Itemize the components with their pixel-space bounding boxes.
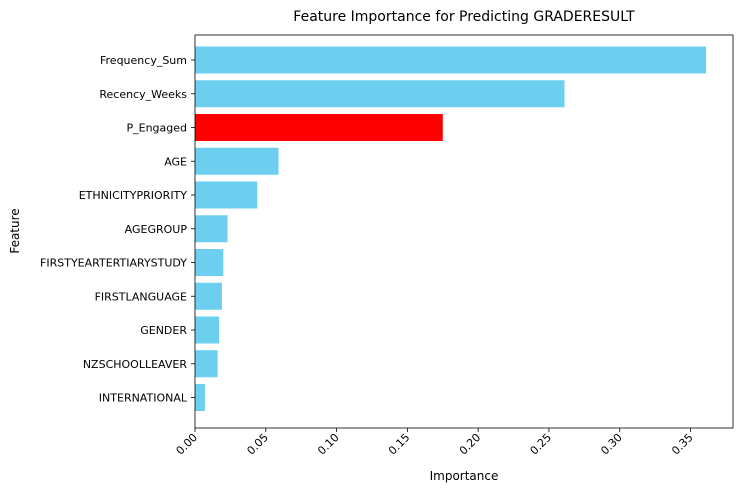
x-tick-label: 0.35	[669, 431, 696, 458]
chart-title: Feature Importance for Predicting GRADER…	[293, 9, 635, 25]
y-tick-label: Frequency_Sum	[100, 54, 187, 67]
bars-group	[195, 46, 707, 411]
y-tick-label: GENDER	[140, 324, 187, 337]
x-tick-label: 0.15	[386, 431, 413, 458]
bar-agegroup	[195, 215, 228, 243]
x-tick-label: 0.00	[174, 431, 201, 458]
bar-firstyeartertiarystudy	[195, 249, 224, 276]
bar-firstlanguage	[195, 282, 222, 310]
bar-gender	[195, 316, 220, 344]
x-tick-label: 0.05	[244, 431, 271, 458]
y-tick-label: NZSCHOOLLEAVER	[83, 358, 188, 371]
y-tick-label: FIRSTLANGUAGE	[95, 290, 187, 303]
bar-age	[195, 147, 279, 175]
x-tick-label: 0.20	[457, 431, 484, 458]
y-axis-ticks: Frequency_Sum Recency_Weeks P_Engaged AGE ET…	[40, 54, 195, 405]
bar-nzschoolleaver	[195, 350, 218, 378]
bar-ethnicitypriority	[195, 181, 258, 209]
y-tick-label: INTERNATIONAL	[99, 392, 188, 405]
y-tick-label: FIRSTYEARTERTIARYSTUDY	[40, 257, 187, 270]
x-axis-ticks: 0.00 0.05 0.10 0.15 0.20 0.25 0.30 0.35	[174, 428, 696, 457]
y-tick-label: ETHNICITYPRIORITY	[79, 189, 188, 202]
y-tick-label: AGE	[164, 155, 187, 168]
y-tick-label: AGEGROUP	[125, 223, 188, 236]
plot-frame	[194, 34, 734, 429]
bar-p-engaged	[195, 114, 443, 141]
y-axis-label: Feature	[8, 208, 22, 253]
bar-recency-weeks	[195, 80, 565, 108]
bar-international	[195, 384, 205, 411]
x-tick-label: 0.30	[598, 431, 625, 458]
x-tick-label: 0.25	[528, 431, 555, 458]
x-axis-label: Importance	[430, 469, 499, 483]
y-tick-label: Recency_Weeks	[99, 88, 187, 101]
y-tick-label: P_Engaged	[126, 122, 187, 135]
bar-frequency-sum	[195, 46, 707, 74]
x-tick-label: 0.10	[315, 431, 342, 458]
